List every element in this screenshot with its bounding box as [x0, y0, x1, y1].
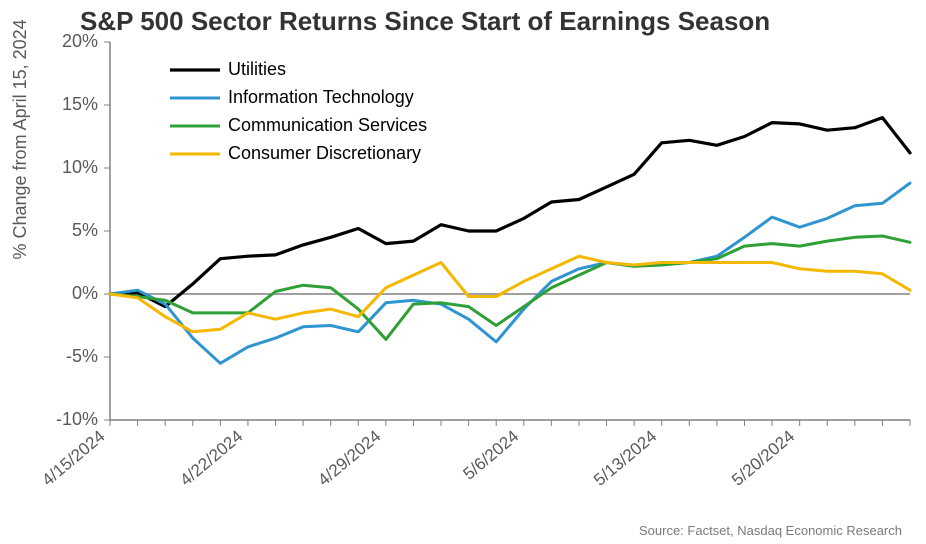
svg-text:Consumer Discretionary: Consumer Discretionary — [228, 143, 421, 163]
chart-container: S&P 500 Sector Returns Since Start of Ea… — [0, 0, 926, 544]
svg-text:15%: 15% — [62, 94, 98, 114]
svg-text:Utilities: Utilities — [228, 59, 286, 79]
svg-text:4/22/2024: 4/22/2024 — [176, 427, 246, 490]
svg-text:5%: 5% — [72, 220, 98, 240]
svg-text:10%: 10% — [62, 157, 98, 177]
svg-text:4/29/2024: 4/29/2024 — [314, 427, 384, 490]
y-axis-label: % Change from April 15, 2024 — [10, 19, 31, 259]
svg-text:5/13/2024: 5/13/2024 — [590, 427, 660, 490]
svg-text:5/20/2024: 5/20/2024 — [728, 427, 798, 490]
svg-text:5/6/2024: 5/6/2024 — [459, 427, 522, 484]
svg-text:-10%: -10% — [56, 409, 98, 429]
svg-text:Communication Services: Communication Services — [228, 115, 427, 135]
chart-svg: -10%-5%0%5%10%15%20%4/15/20244/22/20244/… — [0, 0, 926, 544]
chart-title: S&P 500 Sector Returns Since Start of Ea… — [80, 6, 770, 37]
svg-text:4/15/2024: 4/15/2024 — [38, 427, 108, 490]
svg-text:0%: 0% — [72, 283, 98, 303]
svg-text:-5%: -5% — [66, 346, 98, 366]
svg-text:Information Technology: Information Technology — [228, 87, 414, 107]
source-caption: Source: Factset, Nasdaq Economic Researc… — [639, 523, 902, 538]
